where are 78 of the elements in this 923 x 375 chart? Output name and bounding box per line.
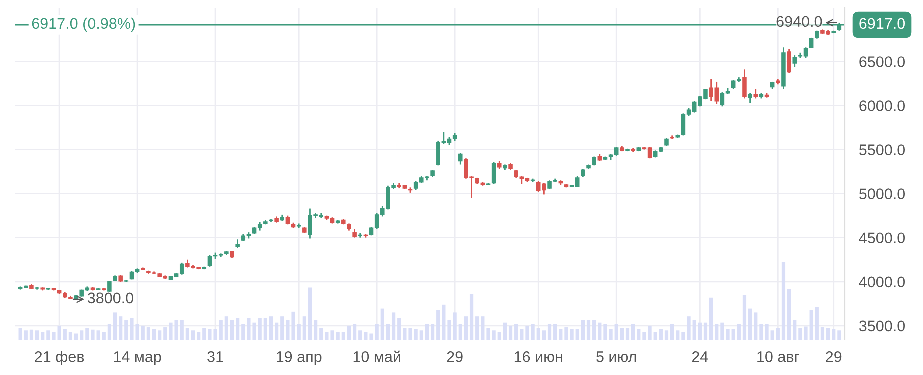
x-tick-label: 31: [208, 352, 224, 362]
x-tick-label: 10 май: [354, 350, 400, 362]
bar: [620, 328, 624, 340]
bar: [275, 322, 279, 340]
bar: [347, 326, 352, 340]
candlestick: [787, 48, 792, 74]
bar: [186, 328, 190, 340]
y-tick-label: 3500.0: [859, 320, 906, 332]
candlestick: [754, 88, 758, 100]
bar: [35, 330, 40, 340]
bar: [392, 312, 396, 340]
bar: [191, 330, 196, 340]
y-tick-label: 4500.0: [859, 232, 906, 244]
candlestick: [792, 54, 797, 68]
bar: [68, 332, 73, 340]
bar: [380, 308, 384, 340]
bar: [704, 322, 708, 340]
bar: [787, 289, 792, 340]
candlestick: [458, 152, 463, 166]
bar: [30, 330, 34, 340]
bar: [224, 316, 228, 340]
y-tick-label: 4000.0: [859, 276, 906, 288]
bar: [352, 324, 357, 340]
bar: [269, 316, 274, 340]
bar: [464, 316, 468, 340]
bar: [308, 288, 312, 340]
bar: [664, 330, 669, 340]
candlestick: [748, 92, 752, 104]
bar: [581, 320, 585, 340]
x-tick-label: 10 авг: [758, 352, 800, 362]
x-tick-label: 16 июн: [514, 352, 562, 362]
bar: [430, 324, 435, 340]
bar: [425, 324, 430, 340]
bar: [826, 328, 830, 340]
bar: [508, 326, 513, 340]
text: 6917.0 (0.98%): [32, 18, 136, 32]
annotation: 3800.0: [88, 292, 134, 304]
bar: [470, 294, 474, 340]
x-tick-label: 24: [692, 352, 708, 362]
bar: [542, 330, 546, 340]
bar: [626, 328, 630, 340]
y-tick-label: 6000.0: [860, 100, 906, 112]
candlestick: [492, 161, 496, 185]
bar: [820, 328, 825, 340]
bar: [782, 262, 786, 340]
bar: [586, 320, 591, 340]
bar: [197, 332, 201, 340]
x-tick-label: 21 фев: [35, 351, 84, 366]
ref-line-label: 6917.0: [860, 18, 906, 30]
x-tick-label: 14 мар: [114, 352, 162, 366]
bar: [314, 320, 318, 340]
y-tick-label: 5500.0: [860, 144, 906, 156]
bar: [236, 318, 240, 340]
bar: [146, 328, 150, 340]
bar: [230, 320, 234, 340]
bar: [113, 312, 118, 340]
bar: [548, 324, 552, 340]
y-tick-label: 5000.0: [860, 188, 906, 200]
x-tick-label: 29: [826, 352, 842, 362]
bar: [632, 324, 636, 340]
bar: [386, 324, 390, 340]
bar: [302, 316, 306, 340]
bar: [742, 296, 747, 340]
bar: [503, 322, 508, 340]
candlestick: [742, 68, 747, 100]
bar: [670, 324, 674, 340]
bar: [710, 298, 714, 340]
x-tick-label: 19 апр: [277, 352, 322, 366]
y-tick-label: 6500.0: [860, 56, 906, 68]
bar: [108, 324, 112, 340]
x-tick-label: 5 июл: [596, 352, 636, 362]
bar: [748, 308, 752, 340]
candlestick: [809, 37, 814, 50]
annotation: 6940.0: [776, 16, 822, 28]
bar: [659, 329, 663, 340]
bar: [152, 329, 156, 340]
bar: [74, 334, 78, 340]
x-tick-label: 29: [447, 352, 463, 362]
